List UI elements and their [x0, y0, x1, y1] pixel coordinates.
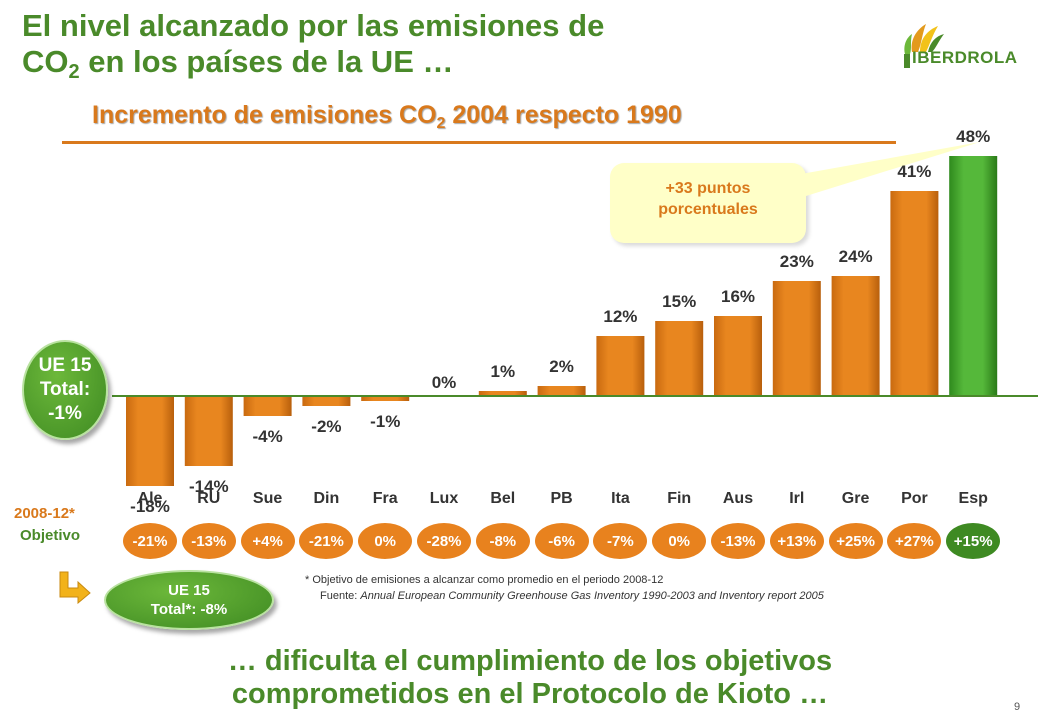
- iberdrola-logo-icon: [904, 24, 944, 68]
- objective-pill-bel: -8%: [475, 523, 530, 559]
- value-label-ita: 12%: [603, 307, 637, 326]
- source-note: Fuente: Annual European Community Greenh…: [320, 590, 824, 602]
- bar-aus: [714, 316, 762, 396]
- category-label-fra: Fra: [373, 490, 398, 507]
- value-label-por: 41%: [897, 162, 931, 181]
- objective-pill-irl: +13%: [769, 523, 824, 559]
- category-label-fin: Fin: [667, 490, 691, 507]
- objective-pill-esp: +15%: [946, 523, 1001, 559]
- bar-din: [302, 396, 351, 406]
- value-label-din: -2%: [311, 417, 341, 436]
- bar-bel: [478, 391, 527, 396]
- bar-esp: [949, 156, 998, 396]
- title-line-1: El nivel alcanzado por las emisiones de: [22, 8, 605, 43]
- value-label-pb: 2%: [549, 357, 574, 376]
- chart-title-subscript: 2: [436, 115, 446, 132]
- objective-pill-din: -21%: [299, 523, 354, 559]
- title-underline: [62, 141, 896, 144]
- bar-gre: [831, 276, 880, 396]
- bar-fin: [655, 321, 704, 396]
- bar-ita: [596, 336, 645, 396]
- value-label-esp: 48%: [956, 127, 990, 146]
- chart-title: Incremento de emisiones CO2 2004 respect…: [92, 101, 682, 132]
- objective-period: 2008-12*: [14, 505, 75, 522]
- category-label-ru: RU: [197, 490, 220, 507]
- title-line-2-rest: en los países de la UE …: [79, 44, 454, 79]
- bar-sue: [243, 396, 292, 416]
- bar-fra: [361, 396, 410, 401]
- category-label-aus: Aus: [723, 490, 753, 507]
- objective-pill-gre: +25%: [828, 523, 883, 559]
- objective-pill-ale: -21%: [123, 523, 177, 559]
- title-line-2: CO2 en los países de la UE …: [22, 44, 802, 83]
- category-label-pb: PB: [550, 490, 572, 507]
- value-label-ru: -14%: [189, 477, 229, 496]
- objective-pill-fra: 0%: [358, 523, 413, 559]
- value-label-fra: -1%: [370, 412, 400, 431]
- objective-pill-pb: -6%: [534, 523, 589, 559]
- chart-title-text: Incremento de emisiones CO: [92, 101, 437, 129]
- bar-ale: [126, 396, 174, 486]
- value-label-lux: 0%: [432, 373, 457, 392]
- bar-ru: [184, 396, 233, 466]
- ue-objective-badge: UE 15 Total*: -8%: [104, 570, 274, 630]
- category-label-din: Din: [314, 490, 340, 507]
- chart-title-rest: 2004 respecto 1990: [445, 101, 682, 129]
- bar-por: [890, 191, 939, 396]
- value-label-irl: 23%: [780, 252, 814, 271]
- objective-pill-por: +27%: [887, 523, 942, 559]
- labels-layer: -18%Ale -14%RU -4% Sue -2% Din -1% Fra 0% Lux 1% Be…: [130, 127, 990, 516]
- source-prefix: Fuente:: [320, 590, 361, 602]
- bar-pb: [537, 386, 586, 396]
- source-text: Annual European Community Greenhouse Gas…: [360, 590, 824, 602]
- value-label-gre: 24%: [839, 247, 873, 266]
- value-label-bel: 1%: [491, 362, 516, 381]
- objective-pill-fin: 0%: [652, 523, 707, 559]
- objective-label: Objetivo: [20, 527, 81, 544]
- value-label-ale: -18%: [130, 497, 170, 516]
- title-co: CO: [22, 44, 69, 79]
- category-label-lux: Lux: [430, 490, 459, 507]
- footnote: * Objetivo de emisiones a alcanzar como …: [305, 574, 664, 586]
- page-title: El nivel alcanzado por las emisiones de …: [22, 8, 802, 83]
- objective-pill-ita: -7%: [593, 523, 648, 559]
- category-label-esp: Esp: [959, 490, 989, 507]
- category-label-bel: Bel: [490, 490, 515, 507]
- conclusion-text: … dificulta el cumplimiento de los objet…: [227, 645, 833, 710]
- value-label-aus: 16%: [721, 287, 755, 306]
- objective-pill-sue: +4%: [240, 523, 295, 559]
- page-number: 9: [1014, 701, 1021, 713]
- title-co-subscript: 2: [68, 61, 80, 83]
- callout-text: +33 puntos porcentuales: [658, 180, 758, 218]
- category-label-ale: Ale: [138, 490, 163, 507]
- logo-text: IBERDROLA: [912, 48, 1018, 67]
- value-label-fin: 15%: [662, 292, 696, 311]
- category-label-gre: Gre: [842, 490, 870, 507]
- category-label-ita: Ita: [611, 490, 630, 507]
- bar-irl: [772, 281, 821, 396]
- bars-layer: [126, 156, 998, 486]
- turn-arrow-icon: [59, 571, 91, 604]
- objective-pill-lux: -28%: [417, 523, 471, 559]
- objective-pill-aus: -13%: [711, 523, 765, 559]
- value-label-sue: -4%: [252, 427, 282, 446]
- callout-bubble: [610, 163, 806, 243]
- category-label-irl: Irl: [789, 490, 804, 507]
- ue-total-badge: UE 15 Total: -1%: [22, 340, 108, 440]
- category-label-sue: Sue: [253, 490, 282, 507]
- category-label-por: Por: [901, 490, 928, 507]
- objective-pill-ru: -13%: [181, 523, 236, 559]
